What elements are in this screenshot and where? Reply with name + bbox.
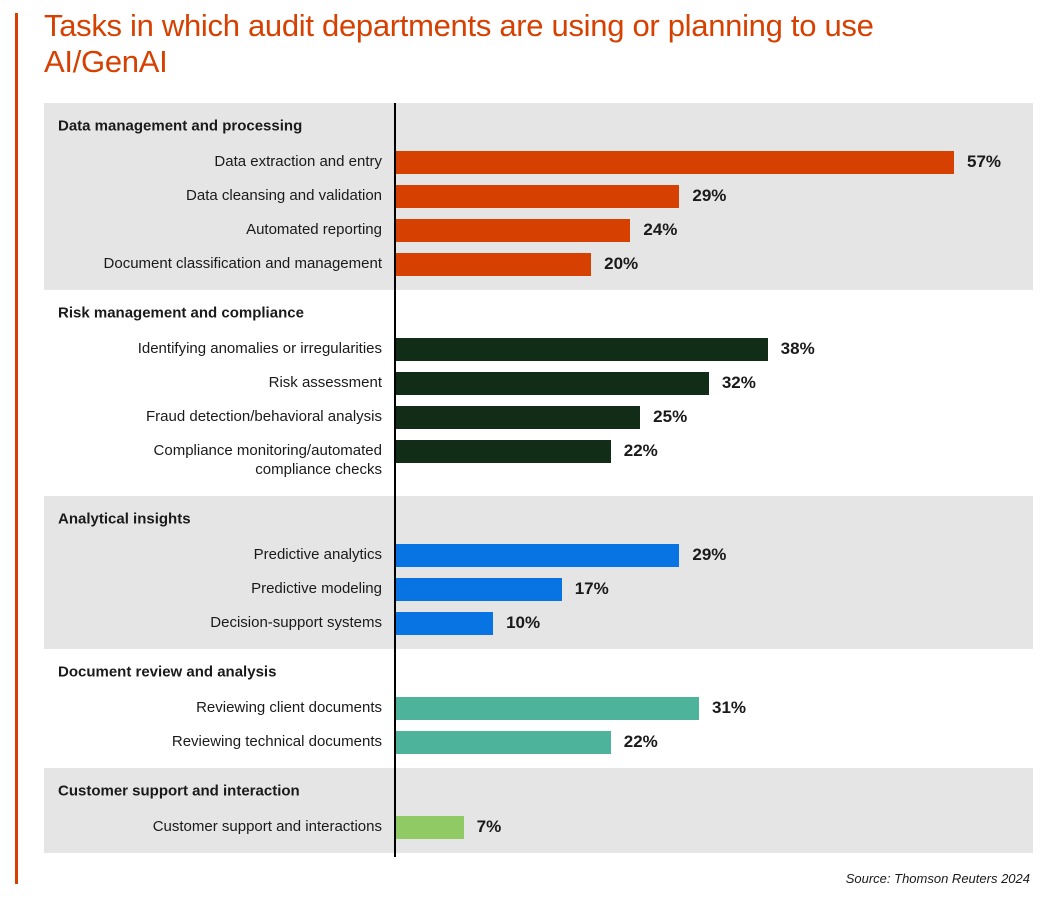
section-header: Analytical insights [58, 510, 191, 528]
category-label: Reviewing technical documents [171, 733, 382, 750]
category-label: Automated reporting [246, 221, 382, 238]
value-label: 20% [604, 254, 639, 273]
value-label: 29% [692, 545, 727, 564]
category-label: Compliance monitoring/automated complian… [153, 442, 382, 478]
category-label: Predictive modeling [251, 580, 382, 597]
bar [395, 337, 768, 361]
category-label: Risk assessment [268, 374, 382, 391]
chart-title: Tasks in which audit departments are usi… [44, 8, 874, 79]
category-label: Predictive analytics [253, 546, 382, 563]
bar [395, 577, 562, 601]
section-header: Risk management and compliance [58, 304, 304, 322]
value-label: 57% [967, 152, 1002, 171]
category-label: Customer support and interactions [152, 818, 382, 835]
bar [395, 696, 700, 720]
section-header: Customer support and interaction [58, 782, 300, 800]
bar [395, 730, 611, 754]
value-label: 7% [476, 817, 502, 836]
bar [395, 405, 641, 429]
axis-line [394, 103, 396, 857]
value-label: 22% [623, 732, 658, 751]
section-band [44, 496, 1033, 649]
bar [395, 439, 611, 463]
section-band [44, 768, 1033, 853]
bar [395, 184, 680, 208]
accent-bar [15, 13, 18, 884]
bar [395, 218, 631, 242]
value-label: 32% [721, 373, 756, 392]
category-label: Decision-support systems [210, 614, 382, 631]
value-label: 17% [574, 579, 609, 598]
category-label: Reviewing client documents [196, 699, 382, 716]
section-header: Document review and analysis [58, 663, 277, 681]
category-label: Data extraction and entry [214, 153, 382, 170]
bar [395, 543, 680, 567]
value-label: 38% [780, 339, 815, 358]
bar [395, 371, 709, 395]
source-note: Source: Thomson Reuters 2024 [845, 871, 1030, 886]
category-label: Fraud detection/behavioral analysis [146, 408, 382, 425]
category-label: Document classification and management [103, 255, 382, 272]
bar [395, 815, 464, 839]
bar [395, 150, 954, 174]
value-label: 22% [623, 441, 658, 460]
value-label: 24% [643, 220, 678, 239]
section-header: Data management and processing [58, 117, 303, 135]
bar [395, 611, 494, 635]
value-label: 31% [712, 698, 747, 717]
category-label: Identifying anomalies or irregularities [137, 340, 382, 357]
bar [395, 252, 592, 276]
value-label: 10% [506, 613, 541, 632]
value-label: 29% [692, 186, 727, 205]
category-label: Data cleansing and validation [186, 187, 382, 204]
value-label: 25% [653, 407, 688, 426]
